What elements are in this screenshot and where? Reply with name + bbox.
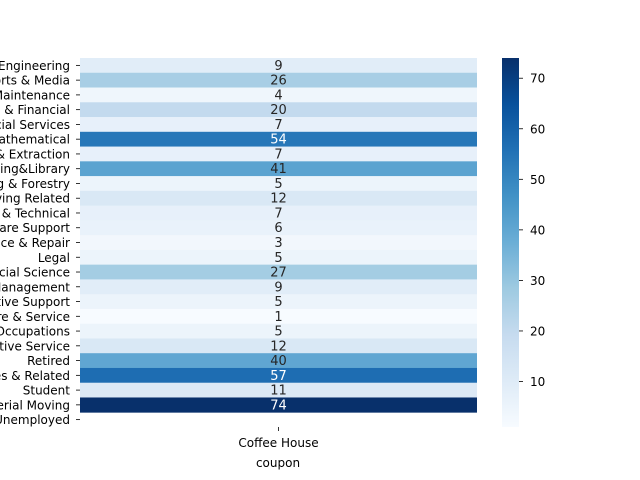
y-axis-tick-label: Business & Financial <box>0 103 70 117</box>
colorbar-tick-label: 20 <box>530 324 545 338</box>
heatmap-cell <box>80 220 477 236</box>
cell-value-label: 5 <box>274 177 282 192</box>
cell-value-label: 7 <box>274 118 282 133</box>
x-axis: Coffee House <box>238 427 319 450</box>
y-axis-tick-label: Unemployed <box>0 413 70 427</box>
heatmap-cell <box>80 308 477 325</box>
y-axis-tick-label: Sales & Related <box>0 369 70 383</box>
heatmap-cell <box>80 294 477 310</box>
cell-value-label: 5 <box>274 295 282 310</box>
cell-value-label: 9 <box>274 59 282 74</box>
cell-value-label: 6 <box>274 221 282 236</box>
heatmap-cell <box>80 176 477 192</box>
heatmap-cell <box>80 131 477 147</box>
heatmap-cell <box>80 397 477 413</box>
heatmap-cell <box>80 161 477 177</box>
cell-value-label: 3 <box>274 236 282 251</box>
colorbar-tick-label: 50 <box>530 173 545 187</box>
cell-value-label: 5 <box>274 325 282 340</box>
y-axis-tick-label: Computer & Mathematical <box>0 133 70 147</box>
y-axis-tick-label: Life Physical Social Science <box>0 266 70 280</box>
cell-value-label: 54 <box>270 133 287 148</box>
y-axis-tick-label: Management <box>0 280 70 294</box>
heatmap-cells <box>80 58 477 413</box>
cell-value-label: 7 <box>274 147 282 162</box>
y-axis-tick-label: Student <box>23 384 71 398</box>
cell-value-label: 12 <box>270 192 287 207</box>
colorbar <box>502 58 519 427</box>
heatmap-cell <box>80 367 477 384</box>
y-axis-tick-label: Protective Service <box>0 339 70 353</box>
y-axis-tick-label: Construction & Extraction <box>0 147 70 161</box>
heatmap-cell <box>80 117 477 133</box>
heatmap-cell <box>80 353 477 369</box>
y-axis-tick-label: Installation Maintenance & Repair <box>0 236 70 250</box>
cell-value-label: 4 <box>274 88 282 103</box>
colorbar-tick-label: 30 <box>530 274 545 288</box>
heatmap-cell <box>80 205 477 221</box>
cell-value-label: 5 <box>274 251 282 266</box>
cell-value-label: 26 <box>270 74 287 89</box>
colorbar-gradient <box>502 58 519 427</box>
x-axis-label: coupon <box>256 456 300 470</box>
y-axis-tick-label: Community & Social Services <box>0 118 70 132</box>
y-axis-tick-label: Office & Administrative Support <box>0 295 70 309</box>
colorbar-ticks: 10 20 30 40 50 60 70 <box>519 72 545 389</box>
colorbar-tick-label: 60 <box>530 122 545 136</box>
cell-value-label: 1 <box>274 310 282 325</box>
cell-value-label: 7 <box>274 206 282 221</box>
y-axis-tick-label: Legal <box>38 251 70 265</box>
heatmap-cell <box>80 235 477 251</box>
y-axis: Architecture & EngineeringArts Design En… <box>0 59 80 427</box>
heatmap-cell <box>80 102 477 118</box>
colorbar-tick-label: 40 <box>530 223 545 237</box>
heatmap-cell <box>80 279 477 295</box>
heatmap-cell <box>80 382 477 398</box>
heatmap-cell <box>80 72 477 88</box>
cell-value-label: 9 <box>274 280 282 295</box>
cell-value-label: 12 <box>270 339 287 354</box>
y-axis-tick-label: Architecture & Engineering <box>0 59 70 73</box>
heatmap-cell <box>80 249 477 266</box>
heatmap-cell <box>80 146 477 162</box>
y-axis-tick-label: Food Preparation & Serving Related <box>0 192 70 206</box>
y-axis-tick-label: Healthcare Practitioners & Technical <box>0 206 70 220</box>
cell-value-label: 41 <box>270 162 287 177</box>
cell-value-label: 11 <box>270 384 287 399</box>
colorbar-tick-label: 70 <box>530 72 545 86</box>
y-axis-tick-label: Education&Training&Library <box>0 162 70 176</box>
cell-value-label: 57 <box>270 369 287 384</box>
cell-value-label: 27 <box>270 266 287 281</box>
cell-value-label: 20 <box>270 103 287 118</box>
y-axis-tick-label: Farming Fishing & Forestry <box>0 177 70 191</box>
y-axis-tick-label: Transportation & Material Moving <box>0 398 70 412</box>
cell-value-label: 40 <box>270 354 287 369</box>
y-axis-tick-label: Personal Care & Service <box>0 310 70 324</box>
y-axis-tick-label: Building & Grounds Cleaning & Maintenanc… <box>0 88 70 102</box>
heatmap-cell <box>80 323 477 339</box>
heatmap-cell <box>80 190 477 206</box>
heatmap-cell <box>80 87 477 103</box>
y-axis-tick-label: Production Occupations <box>0 325 70 339</box>
heatmap-cell <box>80 338 477 354</box>
x-axis-tick-label: Coffee House <box>238 436 318 450</box>
cell-value-label: 74 <box>270 398 287 413</box>
heatmap-cell <box>80 58 477 74</box>
colorbar-tick-label: 10 <box>530 375 545 389</box>
y-axis-tick-label: Arts Design Entertainment Sports & Media <box>0 74 70 88</box>
y-axis-tick-label: Healthcare Support <box>0 221 70 235</box>
y-axis-tick-label: Retired <box>27 354 70 368</box>
heatmap-cell <box>80 264 477 280</box>
